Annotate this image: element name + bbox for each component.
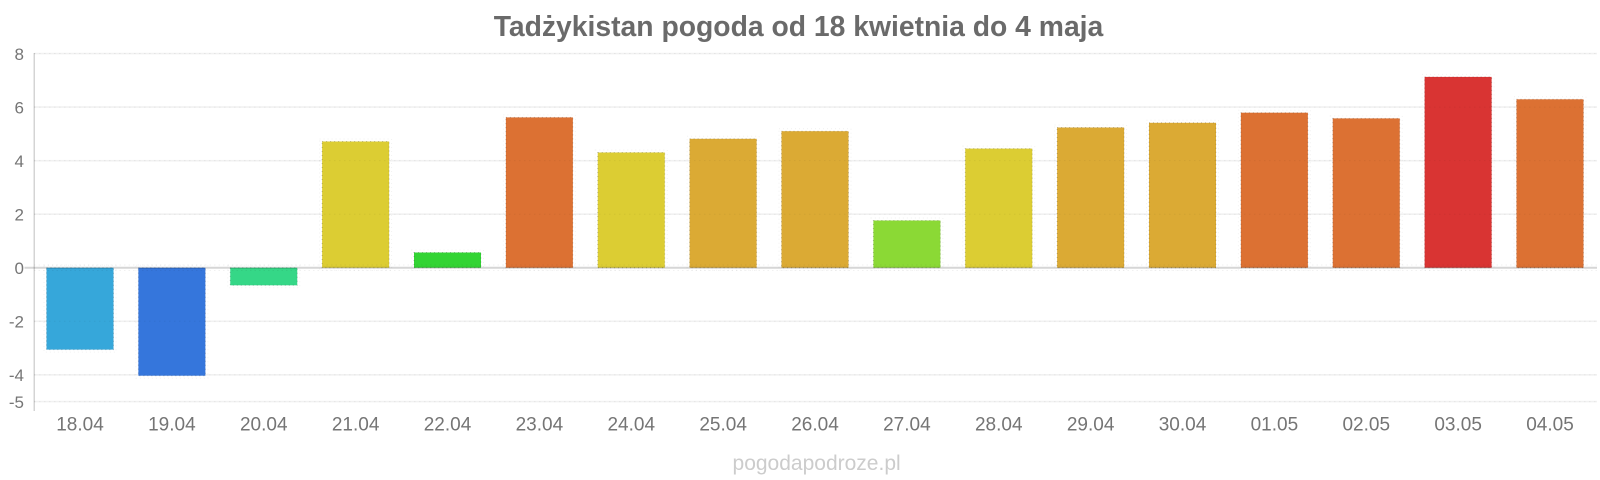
svg-text:pogodapodroze.pl: pogodapodroze.pl (733, 452, 901, 475)
svg-text:22.04: 22.04 (424, 415, 472, 436)
svg-text:20.04: 20.04 (240, 415, 288, 436)
svg-text:03.05: 03.05 (1434, 415, 1482, 436)
svg-text:28.04: 28.04 (975, 415, 1023, 436)
svg-text:6: 6 (15, 98, 24, 117)
svg-text:-4: -4 (9, 366, 24, 385)
svg-text:24.04: 24.04 (607, 415, 655, 436)
svg-text:29.04: 29.04 (1067, 415, 1115, 436)
svg-text:0: 0 (15, 259, 24, 278)
svg-text:30.04: 30.04 (1159, 415, 1207, 436)
svg-text:4: 4 (15, 152, 24, 171)
svg-text:-5: -5 (9, 393, 24, 412)
svg-text:2: 2 (15, 205, 24, 224)
svg-text:Tadżykistan pogoda od 18 kwiet: Tadżykistan pogoda od 18 kwietnia do 4 m… (494, 10, 1104, 42)
svg-text:19.04: 19.04 (148, 415, 196, 436)
svg-text:26.04: 26.04 (791, 415, 839, 436)
svg-text:25.04: 25.04 (699, 415, 747, 436)
svg-text:8: 8 (15, 45, 24, 64)
svg-text:21.04: 21.04 (332, 415, 380, 436)
svg-text:-2: -2 (9, 313, 24, 332)
svg-text:02.05: 02.05 (1342, 415, 1390, 436)
svg-text:23.04: 23.04 (516, 415, 564, 436)
svg-text:01.05: 01.05 (1251, 415, 1299, 436)
svg-text:18.04: 18.04 (56, 415, 104, 436)
svg-text:27.04: 27.04 (883, 415, 931, 436)
svg-text:04.05: 04.05 (1526, 415, 1574, 436)
